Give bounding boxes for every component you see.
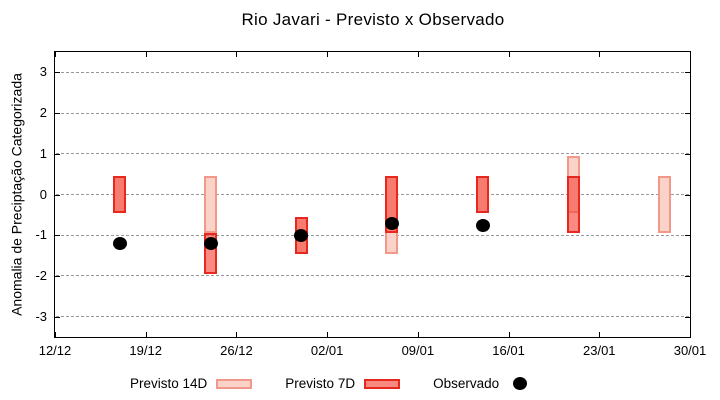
- x-tick-label: 19/12: [129, 343, 162, 358]
- legend-label-previsto-14d: Previsto 14D: [130, 376, 208, 391]
- xtick-bottom: [145, 332, 147, 337]
- x-tick-label: 26/12: [220, 343, 253, 358]
- x-tick-label: 09/01: [401, 343, 435, 358]
- y-tick-label: 1: [39, 145, 47, 161]
- ytick-right: [685, 72, 690, 74]
- legend-label-observado: Observado: [433, 376, 500, 391]
- xtick-bottom: [508, 332, 510, 337]
- legend-dot-observado-icon: [513, 377, 528, 390]
- ytick-right: [685, 113, 690, 115]
- previsto-7d-bar-17-12: [113, 176, 127, 213]
- legend-item-observado: Observado: [433, 376, 528, 391]
- x-tick-label: 30/01: [673, 343, 707, 358]
- ytick-right: [685, 275, 690, 277]
- gridline-y1: [56, 153, 689, 155]
- ytick-right: [685, 235, 690, 237]
- observado-dot-07-01: [384, 216, 399, 230]
- xtick-top: [690, 52, 691, 57]
- legend-item-previsto-7d: Previsto 7D: [285, 376, 401, 391]
- chart-legend: Previsto 14D Previsto 7D Observado: [130, 376, 528, 391]
- xtick-top: [599, 52, 601, 57]
- xtick-top: [508, 52, 510, 57]
- legend-swatch-previsto-7d-icon: [364, 378, 401, 389]
- y-tick-label: 3: [39, 64, 47, 80]
- y-tick-label: 0: [39, 186, 47, 202]
- ytick-left: [55, 235, 60, 237]
- ytick-left: [55, 72, 60, 74]
- ytick-right: [685, 153, 690, 155]
- observado-dot-24-12: [203, 236, 218, 250]
- chart-title: Rio Javari - Previsto x Observado: [241, 10, 505, 29]
- y-tick-label: -2: [35, 267, 47, 283]
- gridline-y0: [56, 194, 689, 195]
- xtick-top: [55, 52, 56, 57]
- ytick-left: [55, 113, 60, 115]
- y-tick-label: -3: [35, 308, 47, 324]
- xtick-bottom: [690, 332, 691, 337]
- x-tick-label: 23/01: [583, 343, 616, 358]
- ytick-left: [55, 316, 60, 318]
- ytick-left: [55, 194, 60, 196]
- gridline-y3: [56, 71, 689, 73]
- observado-dot-17-12: [112, 236, 127, 250]
- y-tick-label: -1: [35, 227, 47, 243]
- previsto-14d-bar-24-12: [204, 176, 217, 234]
- gridline-y2: [56, 112, 689, 114]
- xtick-top: [417, 52, 419, 57]
- gridline-y-2: [56, 275, 689, 277]
- gridline-y-1: [56, 234, 689, 236]
- x-tick-label: 02/01: [310, 343, 344, 358]
- xtick-top: [145, 52, 147, 57]
- previsto-14d-bar-28-01: [657, 176, 671, 234]
- ytick-left: [55, 275, 60, 277]
- y-tick-label: 2: [39, 105, 47, 121]
- ytick-right: [685, 316, 690, 318]
- previsto-7d-bar-14-01: [476, 176, 490, 213]
- legend-swatch-previsto-14d-icon: [216, 378, 253, 389]
- legend-item-previsto-14d: Previsto 14D: [130, 376, 253, 391]
- xtick-top: [327, 52, 329, 57]
- plot-frame: [54, 51, 691, 338]
- ytick-left: [55, 153, 60, 155]
- xtick-bottom: [236, 332, 238, 337]
- x-tick-label: 16/01: [492, 343, 525, 358]
- xtick-bottom: [417, 332, 419, 337]
- xtick-bottom: [327, 332, 329, 337]
- observado-dot-31-12: [294, 228, 309, 242]
- previsto-7d-bar-21-01: [566, 176, 580, 234]
- gridline-y-3: [56, 316, 689, 318]
- x-tick-label: 12/12: [38, 343, 72, 358]
- xtick-top: [236, 52, 238, 57]
- xtick-bottom: [599, 332, 601, 337]
- xtick-bottom: [55, 332, 56, 337]
- observado-dot-14-01: [475, 218, 490, 232]
- legend-label-previsto-7d: Previsto 7D: [285, 376, 356, 391]
- ytick-right: [685, 194, 690, 196]
